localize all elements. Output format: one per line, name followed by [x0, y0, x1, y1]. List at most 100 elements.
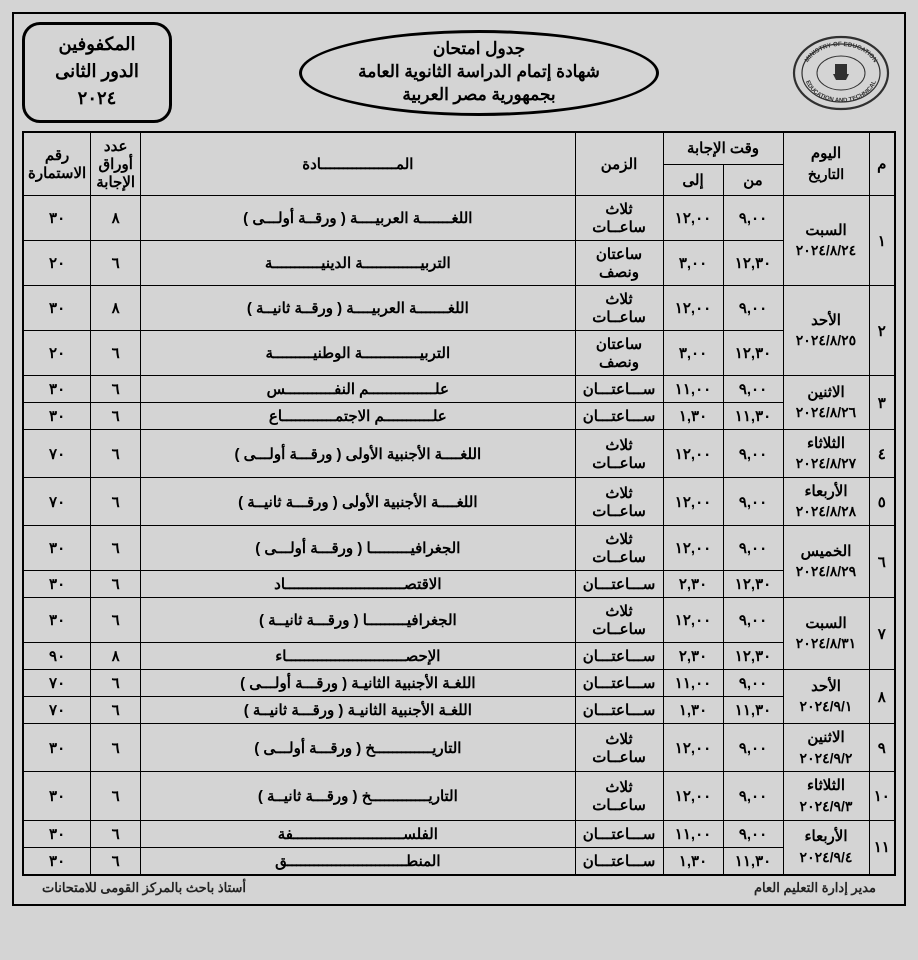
header: MINISTRY OF EDUCATION EDUCATION AND TECH…	[22, 22, 896, 123]
cell-duration: ثلاث ساعــات	[575, 724, 663, 772]
cell-papers: ٨	[91, 196, 141, 241]
footer-left: أستاذ باحث بالمركز القومى للامتحانات	[42, 880, 246, 896]
table-row: ١٢,٣٠٢,٣٠ســـاعتـــانالإحصــــــــــــــ…	[23, 643, 895, 670]
cell-date: ٢٠٢٤/٨/٢٥	[788, 331, 865, 350]
cell-papers: ٦	[91, 478, 141, 526]
cell-subject: الجغرافيـــــــــا ( ورقـــة ثانيــة )	[141, 598, 575, 643]
cell-to: ٢,٣٠	[663, 571, 723, 598]
table-head: م اليوم التاريخ وقت الإجابة الزمن المـــ…	[23, 132, 895, 196]
cell-subject: اللغــــة الأجنبية الأولى ( ورقـــة ثاني…	[141, 478, 575, 526]
cell-subject: علـــــــــــم الاجتمــــــــــــاع	[141, 403, 575, 430]
cell-day: الأحد	[788, 311, 865, 331]
cell-idx: ٥	[869, 478, 895, 526]
cell-idx: ٩	[869, 724, 895, 772]
cell-from: ١٢,٣٠	[723, 643, 783, 670]
cell-duration: ساعتان ونصف	[575, 241, 663, 286]
cell-idx: ١	[869, 196, 895, 286]
cell-from: ٩,٠٠	[723, 478, 783, 526]
cell-idx: ١٠	[869, 772, 895, 820]
cell-papers: ٦	[91, 571, 141, 598]
title-ellipse: جدول امتحان شهادة إتمام الدراسة الثانوية…	[299, 30, 659, 116]
cell-from: ٩,٠٠	[723, 196, 783, 241]
cell-duration: ســـاعتـــان	[575, 697, 663, 724]
cell-duration: ثلاث ساعــات	[575, 196, 663, 241]
cell-idx: ٨	[869, 670, 895, 724]
cell-form-no: ٣٠	[23, 847, 91, 875]
category-box: المكفوفين الدور الثانى ٢٠٢٤	[22, 22, 172, 123]
cell-day-date: الثلاثاء٢٠٢٤/٩/٣	[783, 772, 869, 820]
cell-form-no: ٩٠	[23, 643, 91, 670]
cell-to: ١١,٠٠	[663, 670, 723, 697]
cell-to: ١٢,٠٠	[663, 526, 723, 571]
cell-day-date: الأربعاء٢٠٢٤/٩/٤	[783, 820, 869, 875]
ministry-seal: MINISTRY OF EDUCATION EDUCATION AND TECH…	[786, 33, 896, 113]
cell-to: ١٢,٠٠	[663, 598, 723, 643]
table-row: ٥الأربعاء٢٠٢٤/٨/٢٨٩,٠٠١٢,٠٠ثلاث ساعــاتا…	[23, 478, 895, 526]
col-day-label: اليوم	[788, 144, 865, 164]
cell-day: الاثنين	[788, 728, 865, 748]
table-row: ٨الأحد٢٠٢٤/٩/١٩,٠٠١١,٠٠ســـاعتـــاناللغـ…	[23, 670, 895, 697]
cell-to: ٢,٣٠	[663, 643, 723, 670]
cell-papers: ٦	[91, 403, 141, 430]
cell-day-date: الأربعاء٢٠٢٤/٨/٢٨	[783, 478, 869, 526]
cell-subject: اللغـة الأجنبية الثانيـة ( ورقـــة ثانيـ…	[141, 697, 575, 724]
svg-text:EDUCATION AND TECHNICAL: EDUCATION AND TECHNICAL	[804, 79, 878, 104]
cell-form-no: ٧٠	[23, 430, 91, 478]
col-form-no: رقم الاستمارة	[23, 132, 91, 196]
category-line2: الدور الثانى	[31, 58, 163, 85]
cell-date: ٢٠٢٤/٩/١	[788, 697, 865, 716]
cell-day-date: الاثنين٢٠٢٤/٨/٢٦	[783, 376, 869, 430]
cell-form-no: ٢٠	[23, 241, 91, 286]
cell-from: ١١,٣٠	[723, 847, 783, 875]
cell-subject: التاريـــــــــــــخ ( ورقـــة ثانيــة )	[141, 772, 575, 820]
cell-date: ٢٠٢٤/٩/٤	[788, 848, 865, 867]
cell-subject: الإحصـــــــــــــــــــــــــــاء	[141, 643, 575, 670]
seal-icon: MINISTRY OF EDUCATION EDUCATION AND TECH…	[791, 34, 891, 112]
cell-subject: اللغــــة الأجنبية الأولى ( ورقـــة أولـ…	[141, 430, 575, 478]
cell-form-no: ٢٠	[23, 331, 91, 376]
cell-form-no: ٣٠	[23, 598, 91, 643]
cell-day: الثلاثاء	[788, 776, 865, 796]
cell-subject: الاقتصـــــــــــــــــــــــــــاد	[141, 571, 575, 598]
cell-idx: ٤	[869, 430, 895, 478]
cell-subject: التربيـــــــــــــة الوطنيـــــــــة	[141, 331, 575, 376]
cell-form-no: ٣٠	[23, 403, 91, 430]
col-date-label: التاريخ	[788, 165, 865, 184]
cell-to: ١٢,٠٠	[663, 724, 723, 772]
cell-day-date: الاثنين٢٠٢٤/٩/٢	[783, 724, 869, 772]
cell-duration: ثلاث ساعــات	[575, 478, 663, 526]
table-row: ٤الثلاثاء٢٠٢٤/٨/٢٧٩,٠٠١٢,٠٠ثلاث ساعــاتا…	[23, 430, 895, 478]
cell-date: ٢٠٢٤/٨/٢٩	[788, 562, 865, 581]
title-area: جدول امتحان شهادة إتمام الدراسة الثانوية…	[182, 30, 776, 116]
table-body: ١السبت٢٠٢٤/٨/٢٤٩,٠٠١٢,٠٠ثلاث ساعــاتاللغ…	[23, 196, 895, 875]
cell-from: ١١,٣٠	[723, 403, 783, 430]
cell-day: الأربعاء	[788, 482, 865, 502]
cell-to: ١,٣٠	[663, 697, 723, 724]
table-row: ١١,٣٠١,٣٠ســـاعتـــانالمنطــــــــــــــ…	[23, 847, 895, 875]
cell-to: ١٢,٠٠	[663, 286, 723, 331]
col-from: من	[723, 164, 783, 195]
cell-from: ٩,٠٠	[723, 526, 783, 571]
cell-day-date: السبت٢٠٢٤/٨/٢٤	[783, 196, 869, 286]
cell-day: الثلاثاء	[788, 434, 865, 454]
cell-from: ٩,٠٠	[723, 376, 783, 403]
cell-duration: ثلاث ساعــات	[575, 598, 663, 643]
cell-subject: المنطـــــــــــــــــــــــــــق	[141, 847, 575, 875]
cell-from: ٩,٠٠	[723, 430, 783, 478]
cell-form-no: ٣٠	[23, 772, 91, 820]
cell-day: السبت	[788, 221, 865, 241]
title-line1: جدول امتحان	[433, 38, 525, 61]
cell-papers: ٦	[91, 847, 141, 875]
cell-duration: ســـاعتـــان	[575, 643, 663, 670]
cell-idx: ١١	[869, 820, 895, 875]
cell-to: ١١,٠٠	[663, 820, 723, 847]
cell-from: ٩,٠٠	[723, 820, 783, 847]
cell-idx: ٦	[869, 526, 895, 598]
cell-from: ٩,٠٠	[723, 598, 783, 643]
table-row: ١٢,٣٠٣,٠٠ساعتان ونصفالتربيـــــــــــــة…	[23, 241, 895, 286]
title-line3: بجمهورية مصر العربية	[402, 84, 555, 107]
cell-subject: اللغـــــــة العربيــــة ( ورقــة ثانيــ…	[141, 286, 575, 331]
cell-to: ١٢,٠٠	[663, 430, 723, 478]
cell-from: ٩,٠٠	[723, 286, 783, 331]
cell-papers: ٦	[91, 241, 141, 286]
